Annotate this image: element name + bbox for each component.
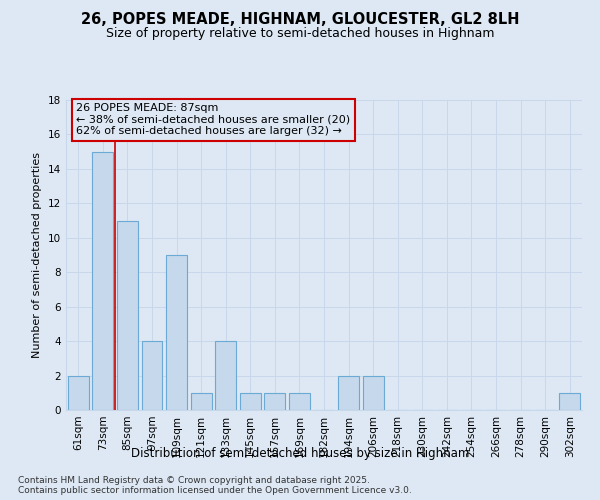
Text: Contains HM Land Registry data © Crown copyright and database right 2025.
Contai: Contains HM Land Registry data © Crown c… bbox=[18, 476, 412, 495]
Y-axis label: Number of semi-detached properties: Number of semi-detached properties bbox=[32, 152, 43, 358]
Bar bbox=[117, 220, 138, 410]
Bar bbox=[191, 393, 212, 410]
Text: 26, POPES MEADE, HIGHNAM, GLOUCESTER, GL2 8LH: 26, POPES MEADE, HIGHNAM, GLOUCESTER, GL… bbox=[81, 12, 519, 28]
Bar bbox=[166, 255, 187, 410]
Bar bbox=[68, 376, 89, 410]
Bar bbox=[559, 393, 580, 410]
Bar bbox=[265, 393, 286, 410]
Bar bbox=[142, 341, 163, 410]
Bar bbox=[215, 341, 236, 410]
Bar bbox=[92, 152, 113, 410]
Bar bbox=[289, 393, 310, 410]
Text: 26 POPES MEADE: 87sqm
← 38% of semi-detached houses are smaller (20)
62% of semi: 26 POPES MEADE: 87sqm ← 38% of semi-deta… bbox=[76, 103, 350, 136]
Bar bbox=[362, 376, 383, 410]
Text: Size of property relative to semi-detached houses in Highnam: Size of property relative to semi-detach… bbox=[106, 28, 494, 40]
Text: Distribution of semi-detached houses by size in Highnam: Distribution of semi-detached houses by … bbox=[131, 448, 469, 460]
Bar bbox=[338, 376, 359, 410]
Bar bbox=[240, 393, 261, 410]
